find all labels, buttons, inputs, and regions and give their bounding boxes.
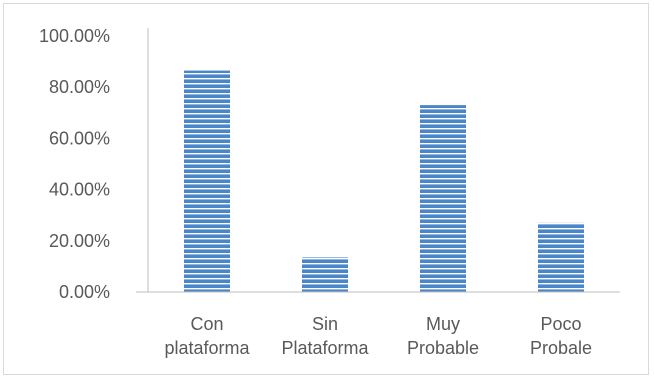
y-tick-label: 0.00% — [59, 282, 110, 302]
bar — [302, 257, 348, 292]
bar — [538, 222, 584, 292]
y-tick-label: 20.00% — [49, 231, 110, 251]
x-axis-category-labels: Con plataforma Sin Plataforma Muy Probable Poc… — [164, 314, 592, 358]
bar — [420, 105, 466, 293]
x-category-label: Sin Plataforma — [281, 314, 369, 358]
x-category-label: Con plataforma — [164, 314, 250, 358]
bars — [184, 70, 584, 293]
bar — [184, 70, 230, 292]
chart-frame — [3, 3, 649, 375]
y-tick-label: 40.00% — [49, 180, 110, 200]
y-tick-label: 60.00% — [49, 128, 110, 148]
y-tick-label: 80.00% — [49, 77, 110, 97]
y-axis-tick-labels: 0.00% 20.00% 40.00% 60.00% 80.00% 100.00% — [39, 26, 110, 302]
y-tick-label: 100.00% — [39, 26, 110, 46]
x-category-label: Muy Probable — [407, 314, 479, 358]
x-category-label: Poco Probale — [530, 314, 592, 358]
